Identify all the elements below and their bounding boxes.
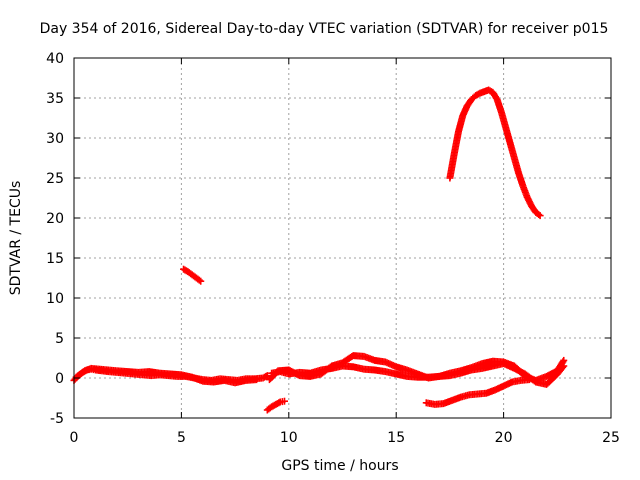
y-tick-label: 5: [55, 331, 64, 347]
x-tick-label: 10: [280, 430, 298, 446]
y-tick-label: 30: [46, 131, 64, 147]
tick-labels: 0 5 10 15 20 25 -5 0 5 10 15 20 25 30 35 40: [46, 51, 620, 446]
y-tick-label: 10: [46, 291, 64, 307]
x-tick-label: 20: [495, 430, 513, 446]
axes: [73, 57, 612, 419]
y-tick-label: 0: [55, 371, 64, 387]
y-tick-label: 25: [46, 171, 64, 187]
y-tick-label: -5: [50, 411, 64, 427]
x-tick-label: 15: [387, 430, 405, 446]
data-point-marker: [560, 356, 568, 364]
data-point-marker: [559, 358, 567, 366]
plot-frame: [73, 57, 612, 419]
y-tick-label: 20: [46, 211, 64, 227]
x-axis-label: GPS time / hours: [281, 458, 398, 474]
y-axis-label: SDTVAR / TECUs: [8, 181, 24, 296]
x-tick-label: 25: [602, 430, 620, 446]
data-point-marker: [281, 397, 289, 405]
data-point-marker: [536, 212, 544, 220]
x-tick-label: 0: [70, 430, 79, 446]
chart-title: Day 354 of 2016, Sidereal Day-to-day VTE…: [40, 21, 609, 37]
data-point-marker: [535, 211, 543, 219]
data-point-marker: [525, 376, 533, 384]
data-points: [70, 86, 568, 414]
x-tick-label: 5: [177, 430, 186, 446]
data-point-marker: [197, 277, 205, 285]
y-tick-label: 40: [46, 51, 64, 67]
y-tick-label: 15: [46, 251, 64, 267]
data-point-marker: [253, 376, 261, 384]
data-point-marker: [195, 276, 203, 284]
y-tick-label: 35: [46, 91, 64, 107]
